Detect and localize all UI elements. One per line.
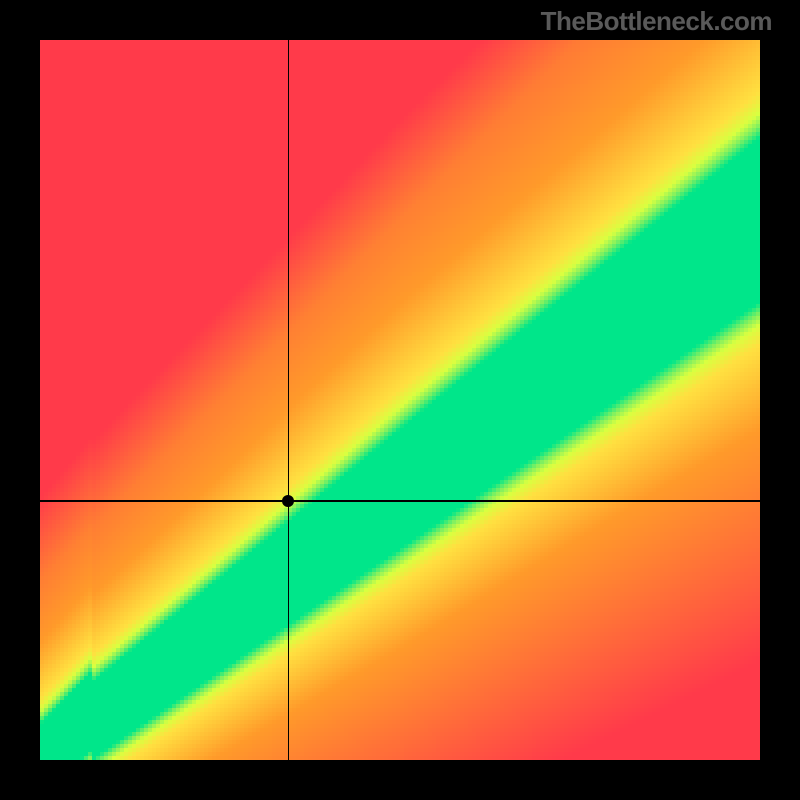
heatmap-canvas	[40, 40, 760, 760]
watermark-text: TheBottleneck.com	[541, 6, 772, 37]
heatmap-plot	[40, 40, 760, 760]
crosshair-marker-dot	[282, 495, 294, 507]
crosshair-horizontal	[40, 500, 760, 502]
crosshair-vertical	[288, 40, 290, 760]
